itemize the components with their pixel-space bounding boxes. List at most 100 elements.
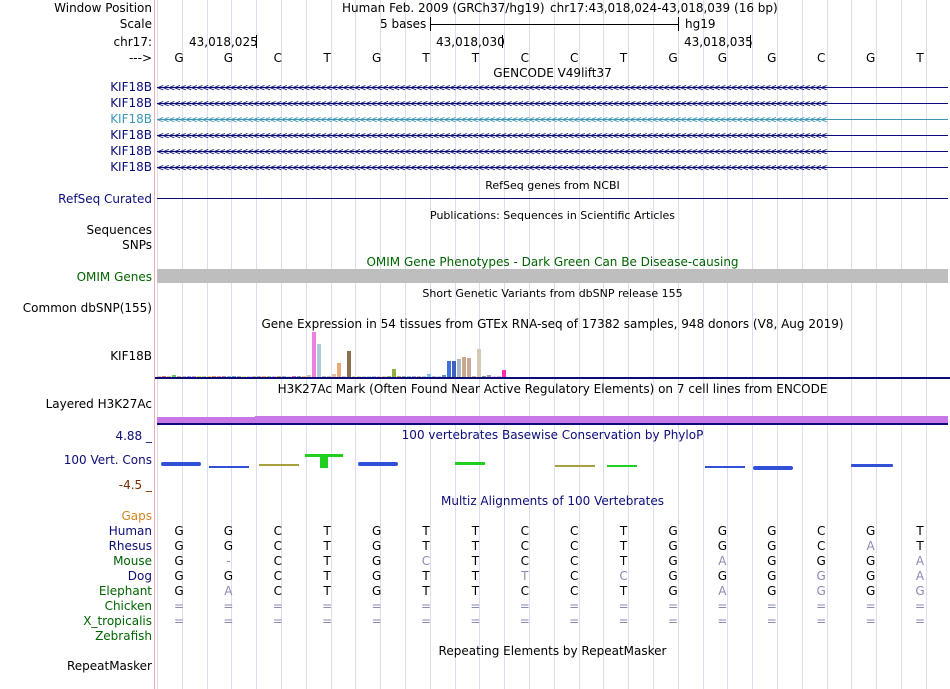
gtex-bar[interactable]: [422, 376, 426, 377]
gtex-bar[interactable]: [502, 370, 506, 377]
gtex-bar[interactable]: [172, 375, 176, 377]
gtex-bar[interactable]: [307, 375, 311, 377]
gene-kif18b-1[interactable]: <<<<<<<<<<<<<<<<<<<<<<<<<<<<<<<<<<<<<<<<…: [157, 81, 948, 94]
gtex-bar[interactable]: [357, 376, 361, 377]
gene-kif18b-3[interactable]: <<<<<<<<<<<<<<<<<<<<<<<<<<<<<<<<<<<<<<<<…: [157, 113, 948, 126]
gtex-bar[interactable]: [227, 376, 231, 377]
header-position[interactable]: chr17:43,018,024-43,018,039 (16 bp): [550, 1, 778, 15]
gtex-bar[interactable]: [282, 376, 286, 377]
gene-kif18b-6[interactable]: <<<<<<<<<<<<<<<<<<<<<<<<<<<<<<<<<<<<<<<<…: [157, 161, 948, 174]
refseq-gene-line[interactable]: [157, 198, 948, 199]
omim-gene-bar[interactable]: [157, 269, 948, 283]
label-kif18b-2[interactable]: KIF18B: [110, 96, 152, 110]
gtex-bar[interactable]: [292, 376, 296, 377]
gtex-bar[interactable]: [182, 376, 186, 377]
label-species-mouse[interactable]: Mouse: [113, 554, 152, 568]
gtex-bar[interactable]: [347, 351, 351, 377]
label-species-dog[interactable]: Dog: [127, 569, 152, 583]
gtex-bar[interactable]: [187, 376, 191, 377]
gtex-bar[interactable]: [327, 376, 331, 377]
label-common-dbsnp[interactable]: Common dbSNP(155): [22, 301, 152, 315]
label-refseq-curated[interactable]: RefSeq Curated: [58, 192, 152, 206]
gtex-bar[interactable]: [257, 376, 261, 377]
gtex-bar[interactable]: [317, 344, 321, 377]
gtex-bar[interactable]: [222, 376, 226, 377]
gtex-bar[interactable]: [232, 376, 236, 377]
label-repeatmasker[interactable]: RepeatMasker: [66, 659, 152, 673]
label-kif18b-3[interactable]: KIF18B: [110, 112, 152, 126]
gtex-bar[interactable]: [382, 376, 386, 377]
gtex-bar[interactable]: [407, 376, 411, 377]
gtex-bar[interactable]: [462, 357, 466, 377]
label-sequences[interactable]: Sequences: [86, 223, 152, 237]
gtex-bar[interactable]: [167, 376, 171, 377]
gtex-bar[interactable]: [302, 376, 306, 377]
label-gtex-kif18b[interactable]: KIF18B: [110, 349, 152, 363]
gtex-bar[interactable]: [212, 376, 216, 377]
gtex-bar[interactable]: [157, 376, 161, 377]
gtex-bar[interactable]: [162, 376, 166, 377]
gtex-bar[interactable]: [447, 361, 451, 377]
gtex-bar[interactable]: [242, 376, 246, 377]
label-gaps[interactable]: Gaps: [121, 509, 152, 523]
gtex-bar[interactable]: [322, 376, 326, 377]
gtex-bar[interactable]: [237, 376, 241, 377]
label-species-human[interactable]: Human: [108, 524, 152, 538]
gtex-bar[interactable]: [372, 376, 376, 377]
gtex-bar[interactable]: [342, 376, 346, 377]
gtex-bar[interactable]: [437, 376, 441, 377]
gtex-bar[interactable]: [397, 376, 401, 377]
gtex-bar[interactable]: [192, 376, 196, 377]
gtex-bar[interactable]: [377, 376, 381, 377]
gtex-bar[interactable]: [402, 376, 406, 377]
gtex-bar[interactable]: [472, 376, 476, 377]
gtex-bar[interactable]: [362, 376, 366, 377]
gtex-bar[interactable]: [492, 376, 496, 377]
gene-kif18b-4[interactable]: <<<<<<<<<<<<<<<<<<<<<<<<<<<<<<<<<<<<<<<<…: [157, 129, 948, 142]
label-species-chicken[interactable]: Chicken: [104, 599, 152, 613]
gtex-bar[interactable]: [207, 376, 211, 377]
gtex-bar[interactable]: [267, 376, 271, 377]
gene-kif18b-2[interactable]: <<<<<<<<<<<<<<<<<<<<<<<<<<<<<<<<<<<<<<<<…: [157, 97, 948, 110]
gtex-bar[interactable]: [272, 376, 276, 377]
gtex-bar[interactable]: [467, 358, 471, 377]
gtex-bar[interactable]: [412, 376, 416, 377]
gtex-bar[interactable]: [217, 376, 221, 377]
gtex-bar[interactable]: [352, 376, 356, 377]
gtex-bar[interactable]: [482, 376, 486, 377]
gene-kif18b-5[interactable]: <<<<<<<<<<<<<<<<<<<<<<<<<<<<<<<<<<<<<<<<…: [157, 145, 948, 158]
label-omim-genes[interactable]: OMIM Genes: [76, 270, 152, 284]
phylop-conservation-plot[interactable]: [155, 448, 950, 478]
gtex-bar-chart[interactable]: [155, 330, 950, 380]
label-species-rhesus[interactable]: Rhesus: [108, 539, 152, 553]
label-kif18b-5[interactable]: KIF18B: [110, 144, 152, 158]
gtex-bar[interactable]: [262, 376, 266, 377]
label-species-xtropicalis[interactable]: X_tropicalis: [83, 614, 152, 628]
gtex-bar[interactable]: [497, 376, 501, 377]
label-100-vert-cons[interactable]: 100 Vert. Cons: [63, 453, 152, 467]
gtex-bar[interactable]: [297, 376, 301, 377]
h3k27ac-signal-top[interactable]: [157, 417, 255, 423]
label-kif18b-4[interactable]: KIF18B: [110, 128, 152, 142]
gtex-bar[interactable]: [487, 375, 491, 377]
gtex-bar[interactable]: [477, 349, 481, 377]
label-kif18b-6[interactable]: KIF18B: [110, 160, 152, 174]
gtex-bar[interactable]: [392, 369, 396, 377]
gtex-bar[interactable]: [452, 361, 456, 377]
gtex-bar[interactable]: [277, 376, 281, 377]
gtex-bar[interactable]: [287, 376, 291, 377]
gtex-bar[interactable]: [197, 376, 201, 377]
gtex-bar[interactable]: [312, 332, 316, 377]
gtex-bar[interactable]: [442, 375, 446, 377]
label-layered-h3k27ac[interactable]: Layered H3K27Ac: [45, 397, 152, 411]
gtex-bar[interactable]: [252, 376, 256, 377]
gtex-bar[interactable]: [417, 376, 421, 377]
gtex-bar[interactable]: [332, 374, 336, 377]
gtex-bar[interactable]: [247, 376, 251, 377]
gtex-bar[interactable]: [337, 363, 341, 377]
gtex-bar[interactable]: [367, 376, 371, 377]
gtex-bar[interactable]: [432, 376, 436, 377]
label-species-elephant[interactable]: Elephant: [98, 584, 152, 598]
label-species-zebrafish[interactable]: Zebrafish: [95, 629, 152, 643]
gtex-bar[interactable]: [427, 374, 431, 377]
